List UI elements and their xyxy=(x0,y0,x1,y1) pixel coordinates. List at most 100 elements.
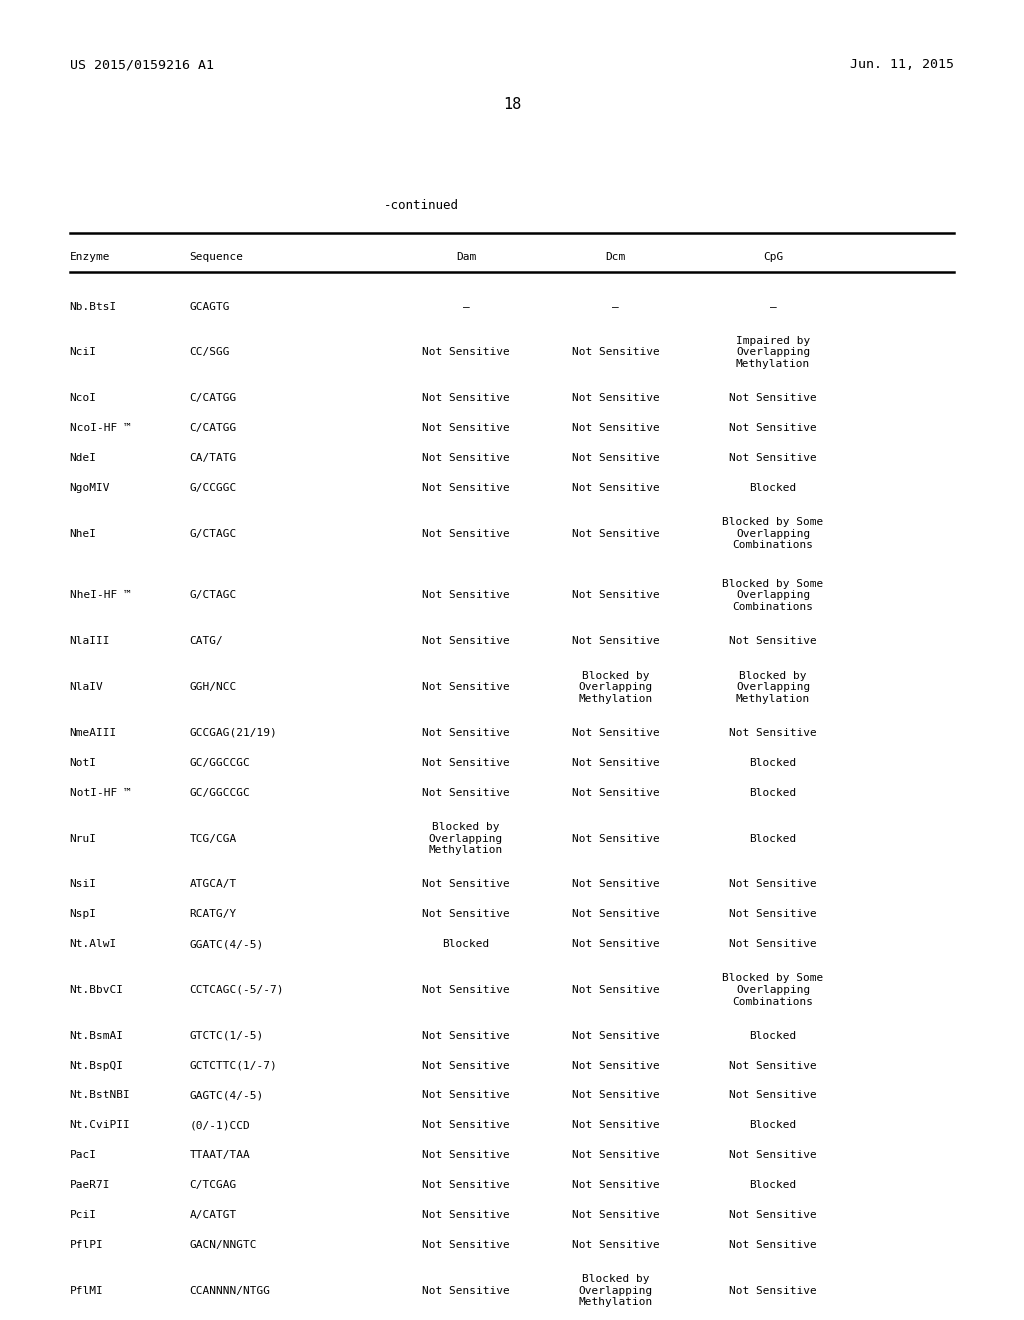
Text: PflMI: PflMI xyxy=(70,1286,103,1296)
Text: GC/GGCCGC: GC/GGCCGC xyxy=(189,758,250,768)
Text: –: – xyxy=(770,301,776,312)
Text: G/CCGGC: G/CCGGC xyxy=(189,483,237,492)
Text: Not Sensitive: Not Sensitive xyxy=(422,1090,510,1101)
Text: ATGCA/T: ATGCA/T xyxy=(189,879,237,890)
Text: Not Sensitive: Not Sensitive xyxy=(729,393,817,404)
Text: Not Sensitive: Not Sensitive xyxy=(422,1121,510,1130)
Text: Not Sensitive: Not Sensitive xyxy=(729,1286,817,1296)
Text: Blocked: Blocked xyxy=(750,1180,797,1191)
Text: Not Sensitive: Not Sensitive xyxy=(422,453,510,463)
Text: GTCTC(1/-5): GTCTC(1/-5) xyxy=(189,1031,264,1040)
Text: C/CATGG: C/CATGG xyxy=(189,393,237,404)
Text: GCAGTG: GCAGTG xyxy=(189,301,230,312)
Text: NruI: NruI xyxy=(70,833,96,843)
Text: Not Sensitive: Not Sensitive xyxy=(422,483,510,492)
Text: Not Sensitive: Not Sensitive xyxy=(422,1180,510,1191)
Text: Not Sensitive: Not Sensitive xyxy=(422,1239,510,1250)
Text: A/CATGT: A/CATGT xyxy=(189,1210,237,1220)
Text: Not Sensitive: Not Sensitive xyxy=(571,483,659,492)
Text: GCCGAG(21/19): GCCGAG(21/19) xyxy=(189,729,278,738)
Text: Not Sensitive: Not Sensitive xyxy=(422,1031,510,1040)
Text: Not Sensitive: Not Sensitive xyxy=(422,347,510,358)
Text: Blocked by
Overlapping
Methylation: Blocked by Overlapping Methylation xyxy=(579,671,652,704)
Text: Not Sensitive: Not Sensitive xyxy=(571,909,659,919)
Text: Not Sensitive: Not Sensitive xyxy=(729,1239,817,1250)
Text: (0/-1)CCD: (0/-1)CCD xyxy=(189,1121,250,1130)
Text: Nt.BspQI: Nt.BspQI xyxy=(70,1061,124,1071)
Text: Blocked: Blocked xyxy=(750,758,797,768)
Text: Nt.BsmAI: Nt.BsmAI xyxy=(70,1031,124,1040)
Text: CC/SGG: CC/SGG xyxy=(189,347,230,358)
Text: Blocked by
Overlapping
Methylation: Blocked by Overlapping Methylation xyxy=(579,1274,652,1307)
Text: 18: 18 xyxy=(503,96,521,112)
Text: Not Sensitive: Not Sensitive xyxy=(571,879,659,890)
Text: Impaired by
Overlapping
Methylation: Impaired by Overlapping Methylation xyxy=(736,335,810,370)
Text: NlaIV: NlaIV xyxy=(70,682,103,692)
Text: NgoMIV: NgoMIV xyxy=(70,483,111,492)
Text: Blocked: Blocked xyxy=(750,788,797,797)
Text: CATG/: CATG/ xyxy=(189,636,223,647)
Text: Not Sensitive: Not Sensitive xyxy=(571,347,659,358)
Text: NheI-HF ™: NheI-HF ™ xyxy=(70,590,130,601)
Text: GC/GGCCGC: GC/GGCCGC xyxy=(189,788,250,797)
Text: Jun. 11, 2015: Jun. 11, 2015 xyxy=(850,58,954,71)
Text: CpG: CpG xyxy=(763,252,783,261)
Text: Not Sensitive: Not Sensitive xyxy=(571,1180,659,1191)
Text: US 2015/0159216 A1: US 2015/0159216 A1 xyxy=(70,58,214,71)
Text: Not Sensitive: Not Sensitive xyxy=(422,758,510,768)
Text: Not Sensitive: Not Sensitive xyxy=(729,1090,817,1101)
Text: NdeI: NdeI xyxy=(70,453,96,463)
Text: -continued: -continued xyxy=(384,199,459,213)
Text: NcoI-HF ™: NcoI-HF ™ xyxy=(70,424,130,433)
Text: GACN/NNGTC: GACN/NNGTC xyxy=(189,1239,257,1250)
Text: PacI: PacI xyxy=(70,1150,96,1160)
Text: Not Sensitive: Not Sensitive xyxy=(571,1031,659,1040)
Text: Not Sensitive: Not Sensitive xyxy=(571,833,659,843)
Text: Not Sensitive: Not Sensitive xyxy=(571,1121,659,1130)
Text: Blocked: Blocked xyxy=(750,1031,797,1040)
Text: Blocked: Blocked xyxy=(750,483,797,492)
Text: Not Sensitive: Not Sensitive xyxy=(422,529,510,539)
Text: GCTCTTC(1/-7): GCTCTTC(1/-7) xyxy=(189,1061,278,1071)
Text: NmeAIII: NmeAIII xyxy=(70,729,117,738)
Text: Not Sensitive: Not Sensitive xyxy=(571,1061,659,1071)
Text: Not Sensitive: Not Sensitive xyxy=(571,590,659,601)
Text: Not Sensitive: Not Sensitive xyxy=(571,1150,659,1160)
Text: Not Sensitive: Not Sensitive xyxy=(571,788,659,797)
Text: Not Sensitive: Not Sensitive xyxy=(571,758,659,768)
Text: NciI: NciI xyxy=(70,347,96,358)
Text: NlaIII: NlaIII xyxy=(70,636,111,647)
Text: Not Sensitive: Not Sensitive xyxy=(571,985,659,995)
Text: Not Sensitive: Not Sensitive xyxy=(571,636,659,647)
Text: Not Sensitive: Not Sensitive xyxy=(422,590,510,601)
Text: Not Sensitive: Not Sensitive xyxy=(422,729,510,738)
Text: Not Sensitive: Not Sensitive xyxy=(422,424,510,433)
Text: Nb.BtsI: Nb.BtsI xyxy=(70,301,117,312)
Text: NcoI: NcoI xyxy=(70,393,96,404)
Text: Nt.BstNBI: Nt.BstNBI xyxy=(70,1090,130,1101)
Text: TCG/CGA: TCG/CGA xyxy=(189,833,237,843)
Text: Not Sensitive: Not Sensitive xyxy=(729,909,817,919)
Text: G/CTAGC: G/CTAGC xyxy=(189,590,237,601)
Text: Not Sensitive: Not Sensitive xyxy=(571,529,659,539)
Text: Not Sensitive: Not Sensitive xyxy=(422,636,510,647)
Text: GGATC(4/-5): GGATC(4/-5) xyxy=(189,939,264,949)
Text: Blocked by
Overlapping
Methylation: Blocked by Overlapping Methylation xyxy=(736,671,810,704)
Text: C/CATGG: C/CATGG xyxy=(189,424,237,433)
Text: –: – xyxy=(463,301,469,312)
Text: –: – xyxy=(612,301,618,312)
Text: PflPI: PflPI xyxy=(70,1239,103,1250)
Text: Blocked by Some
Overlapping
Combinations: Blocked by Some Overlapping Combinations xyxy=(723,973,823,1007)
Text: C/TCGAG: C/TCGAG xyxy=(189,1180,237,1191)
Text: Not Sensitive: Not Sensitive xyxy=(422,788,510,797)
Text: Not Sensitive: Not Sensitive xyxy=(729,636,817,647)
Text: Not Sensitive: Not Sensitive xyxy=(729,1150,817,1160)
Text: Blocked: Blocked xyxy=(750,1121,797,1130)
Text: Dcm: Dcm xyxy=(605,252,626,261)
Text: Not Sensitive: Not Sensitive xyxy=(571,1090,659,1101)
Text: Not Sensitive: Not Sensitive xyxy=(422,1286,510,1296)
Text: NsiI: NsiI xyxy=(70,879,96,890)
Text: Not Sensitive: Not Sensitive xyxy=(729,729,817,738)
Text: Not Sensitive: Not Sensitive xyxy=(422,1150,510,1160)
Text: Not Sensitive: Not Sensitive xyxy=(422,682,510,692)
